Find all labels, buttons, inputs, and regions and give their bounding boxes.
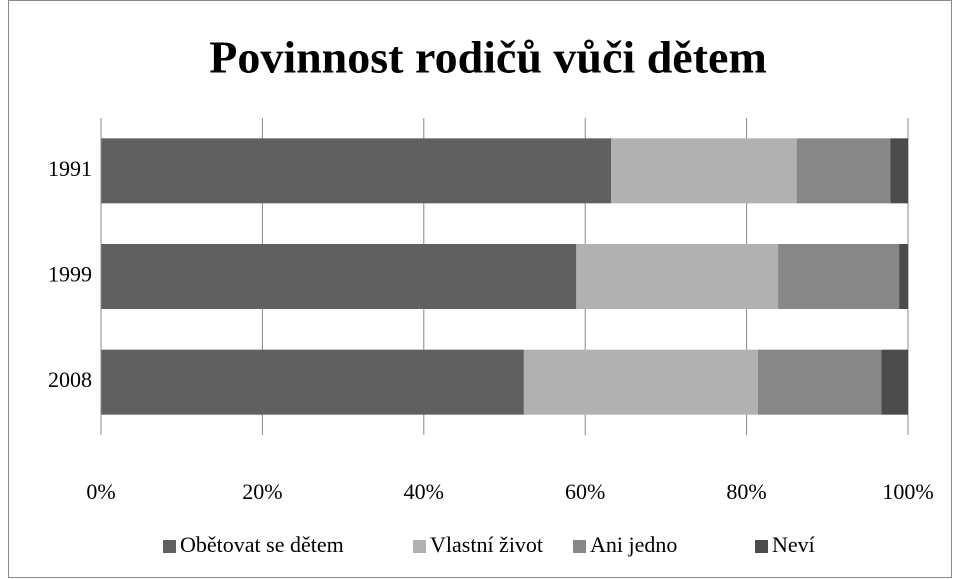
- chart-title: Povinnost rodičů vůči dětem: [209, 32, 767, 83]
- legend-label: Vlastní život: [430, 532, 543, 557]
- bar-segment: [796, 138, 891, 204]
- bar-segment: [778, 244, 900, 309]
- x-tick-label: 40%: [404, 479, 444, 504]
- legend-swatch: [163, 540, 176, 553]
- bar-segment: [101, 349, 524, 415]
- bar-segment: [890, 138, 908, 204]
- legend-label: Obětovat se dětem: [180, 532, 344, 557]
- bar-segment: [611, 138, 797, 204]
- x-tick-label: 60%: [565, 479, 605, 504]
- x-tick-label: 20%: [242, 479, 282, 504]
- legend-swatch: [413, 540, 426, 553]
- legend-label: Ani jedno: [590, 532, 677, 557]
- y-tick-label: 1991: [48, 156, 92, 181]
- bar-segment: [101, 138, 612, 204]
- legend-swatch: [573, 540, 586, 553]
- bar-segment: [101, 244, 577, 309]
- legend-label: Neví: [772, 532, 815, 557]
- y-tick-label: 2008: [48, 367, 92, 392]
- x-tick-label: 0%: [86, 479, 115, 504]
- bar-segment: [576, 244, 779, 309]
- bar-segment: [881, 349, 908, 415]
- bar-segment: [523, 349, 758, 415]
- x-tick-label: 100%: [882, 479, 933, 504]
- y-tick-label: 1999: [48, 262, 92, 287]
- bar-segment: [899, 244, 908, 309]
- legend-swatch: [755, 540, 768, 553]
- x-tick-label: 80%: [726, 479, 766, 504]
- bar-segment: [757, 349, 882, 415]
